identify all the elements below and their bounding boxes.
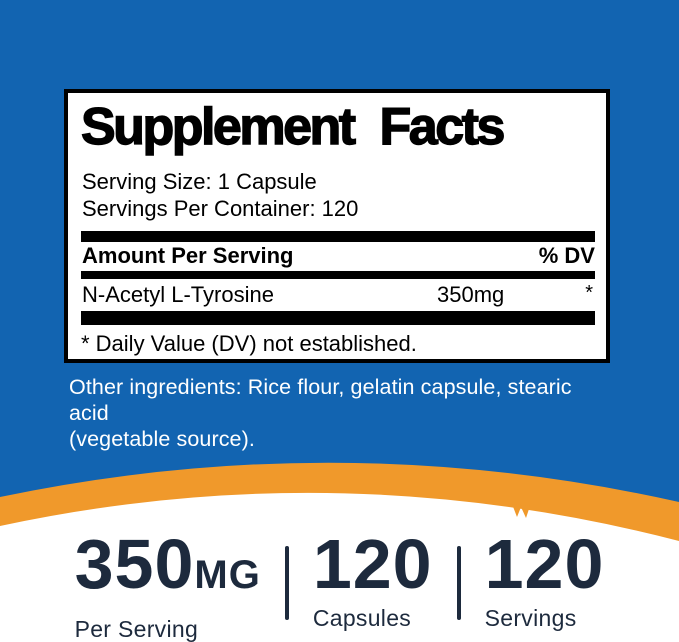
nutrient-amount: 350mg bbox=[437, 282, 505, 307]
stat-value-text: 350 bbox=[74, 525, 195, 603]
stat-label-capsules: Capsules bbox=[312, 605, 412, 631]
divider-bar-thin bbox=[81, 271, 595, 279]
supplement-facts-panel: Supplement Facts Serving Size: 1 Capsule… bbox=[64, 89, 610, 363]
stat-value-capsules: 120 bbox=[312, 525, 433, 603]
nutrient-row: N-Acetyl L-Tyrosine 350mg * bbox=[82, 282, 595, 308]
panel-title: Supplement Facts bbox=[80, 97, 506, 156]
other-ingredients-text: Other ingredients: Rice flour, gelatin c… bbox=[69, 374, 614, 452]
stat-unit-text: MG bbox=[194, 553, 261, 597]
divider-bar-thick-top bbox=[81, 231, 595, 242]
nutrient-dv-asterisk: * bbox=[585, 282, 593, 304]
stat-label-servings: Servings bbox=[484, 605, 577, 631]
servings-per-container-text: Servings Per Container: 120 bbox=[82, 196, 359, 221]
other-ingredients-line1: Other ingredients: Rice flour, gelatin c… bbox=[69, 375, 572, 425]
stat-servings: 120 Servings bbox=[484, 525, 605, 631]
amount-per-serving-label: Amount Per Serving bbox=[82, 243, 294, 268]
stat-label-per-serving: Per Serving bbox=[74, 616, 199, 642]
percent-dv-label: % DV bbox=[538, 243, 595, 268]
stat-divider-right bbox=[456, 546, 461, 620]
stat-capsules: 120 Capsules bbox=[312, 525, 433, 631]
serving-size-text: Serving Size: 1 Capsule bbox=[82, 169, 317, 194]
panel-content: Supplement Facts Serving Size: 1 Capsule… bbox=[80, 93, 595, 359]
stat-per-serving: 350MG Per Serving bbox=[74, 529, 261, 642]
stat-value-dose: 350MG bbox=[75, 529, 261, 608]
stat-divider-left bbox=[284, 546, 289, 620]
other-ingredients-line2: (vegetable source). bbox=[69, 427, 255, 451]
dv-footnote: * Daily Value (DV) not established. bbox=[81, 331, 417, 356]
stat-value-servings: 120 bbox=[484, 525, 605, 603]
divider-bar-thick-bottom bbox=[81, 311, 595, 325]
stats-row: 350MG Per Serving 120 Capsules 120 Servi… bbox=[0, 525, 679, 642]
orange-brush-spikes bbox=[512, 504, 530, 518]
amount-header-row: Amount Per Serving % DV bbox=[82, 243, 595, 269]
nutrient-name: N-Acetyl L-Tyrosine bbox=[82, 282, 274, 307]
